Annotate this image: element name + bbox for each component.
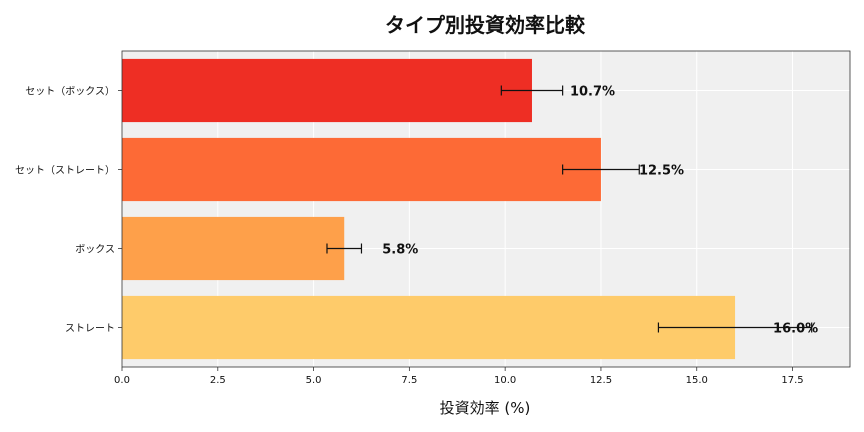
bars <box>122 58 736 360</box>
data-label: 12.5% <box>639 164 684 179</box>
x-tick-label: 12.5 <box>590 375 612 386</box>
category-label: ストレート <box>65 324 115 335</box>
category-label: ボックス <box>75 244 115 256</box>
bar <box>122 137 601 202</box>
x-tick-label: 2.5 <box>210 375 226 386</box>
data-label: 16.0% <box>773 322 818 337</box>
plot-frame <box>121 50 851 368</box>
error-bars <box>326 85 813 333</box>
x-tick-label: 10.0 <box>494 375 516 386</box>
category-label: セット（ボックス） <box>25 86 115 98</box>
x-tick-label: 5.0 <box>306 375 322 386</box>
bar <box>122 295 736 360</box>
x-axis-label: 投資効率 (%) <box>440 399 531 417</box>
data-label: 10.7% <box>570 85 615 100</box>
x-tick-label: 17.5 <box>781 375 803 386</box>
x-tick-label: 0.0 <box>114 375 130 386</box>
data-label: 5.8% <box>382 243 418 258</box>
x-tick-labels: 0.0 2.5 5.0 7.5 10.0 12.5 15.0 17.5 <box>114 367 804 386</box>
category-label: セット（ストレート） <box>15 165 115 177</box>
chart-title: タイプ別投資効率比較 <box>385 13 586 37</box>
bar <box>122 58 532 123</box>
bar <box>122 216 345 281</box>
x-tick-label: 7.5 <box>401 375 417 386</box>
x-tick-label: 15.0 <box>686 375 708 386</box>
data-labels: 10.7% 12.5% 5.8% 16.0% <box>382 85 818 337</box>
